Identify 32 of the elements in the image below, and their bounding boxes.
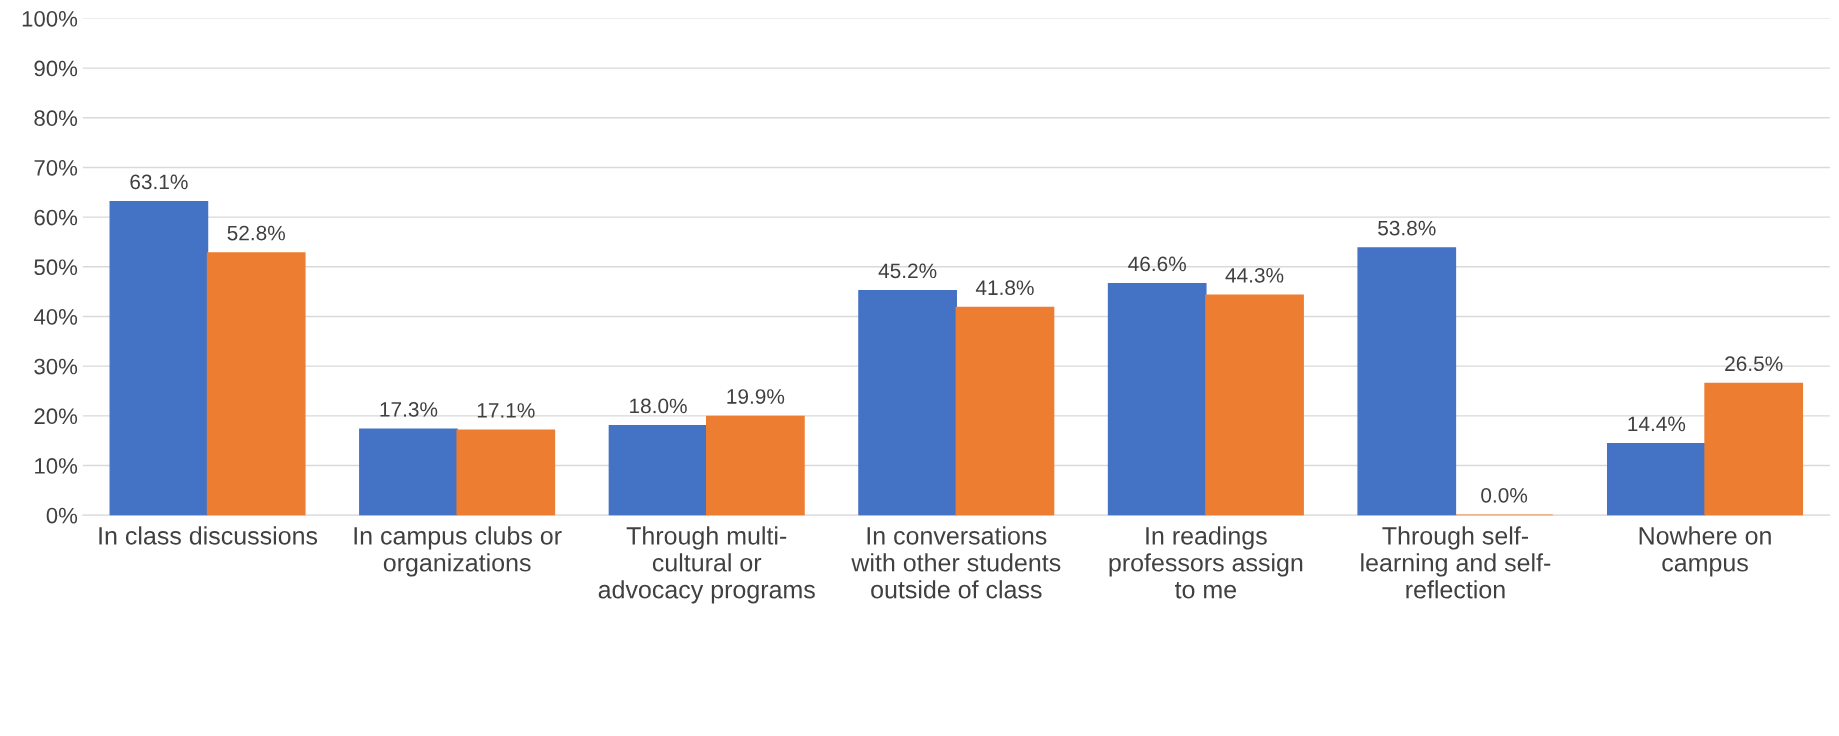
data-label: 41.8%: [975, 280, 1034, 296]
data-label: 0.0%: [1481, 488, 1528, 503]
y-tick-label: 0%: [46, 507, 78, 524]
y-tick-label: 30%: [34, 358, 78, 375]
y-tick-label: 90%: [34, 60, 78, 77]
y-tick-label: 80%: [34, 110, 78, 127]
data-label: 44.3%: [1225, 267, 1284, 283]
x-tick-label: In readings professors assign to me: [1109, 526, 1303, 599]
x-tick-label: In class discussions: [99, 526, 318, 545]
data-label: 17.1%: [477, 403, 535, 418]
data-label: 26.5%: [1725, 356, 1783, 372]
data-label: 46.6%: [1128, 256, 1186, 272]
data-label: 19.9%: [727, 389, 785, 404]
data-label: 45.2%: [878, 263, 937, 279]
y-tick-label: 50%: [34, 259, 78, 276]
data-label: 14.4%: [1628, 416, 1686, 432]
data-label: 18.0%: [630, 398, 687, 414]
y-tick-label: 40%: [33, 309, 78, 325]
x-tick-label: Through self- learning and self- reflection: [1361, 526, 1551, 599]
y-tick-label: 20%: [34, 408, 78, 425]
x-tick-label: In conversations with other students outside of class: [851, 526, 1061, 599]
data-label: 63.1%: [130, 174, 188, 190]
x-tick-label: In campus clubs or organizations: [354, 526, 562, 577]
data-label: 53.8%: [1378, 220, 1436, 236]
data-label: 17.3%: [380, 402, 438, 417]
data-label: 52.8%: [227, 225, 286, 241]
y-tick-label: 60%: [34, 209, 78, 226]
y-tick-label: 100%: [22, 10, 78, 27]
y-tick-label: 10%: [35, 458, 78, 474]
x-tick-label: Nowhere on campus: [1639, 526, 1771, 577]
y-tick-label: 70%: [34, 159, 78, 176]
x-tick-label: Through multi- cultural or advocacy programs: [598, 526, 815, 604]
